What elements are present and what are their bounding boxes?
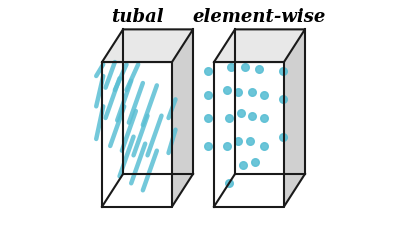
Polygon shape (214, 29, 305, 62)
Text: element-wise: element-wise (193, 8, 326, 26)
Polygon shape (214, 29, 235, 207)
Polygon shape (102, 29, 123, 207)
Polygon shape (172, 29, 193, 207)
Polygon shape (284, 29, 305, 207)
Polygon shape (102, 29, 193, 62)
Text: tubal: tubal (111, 8, 163, 26)
Polygon shape (102, 62, 172, 207)
Polygon shape (214, 62, 284, 207)
